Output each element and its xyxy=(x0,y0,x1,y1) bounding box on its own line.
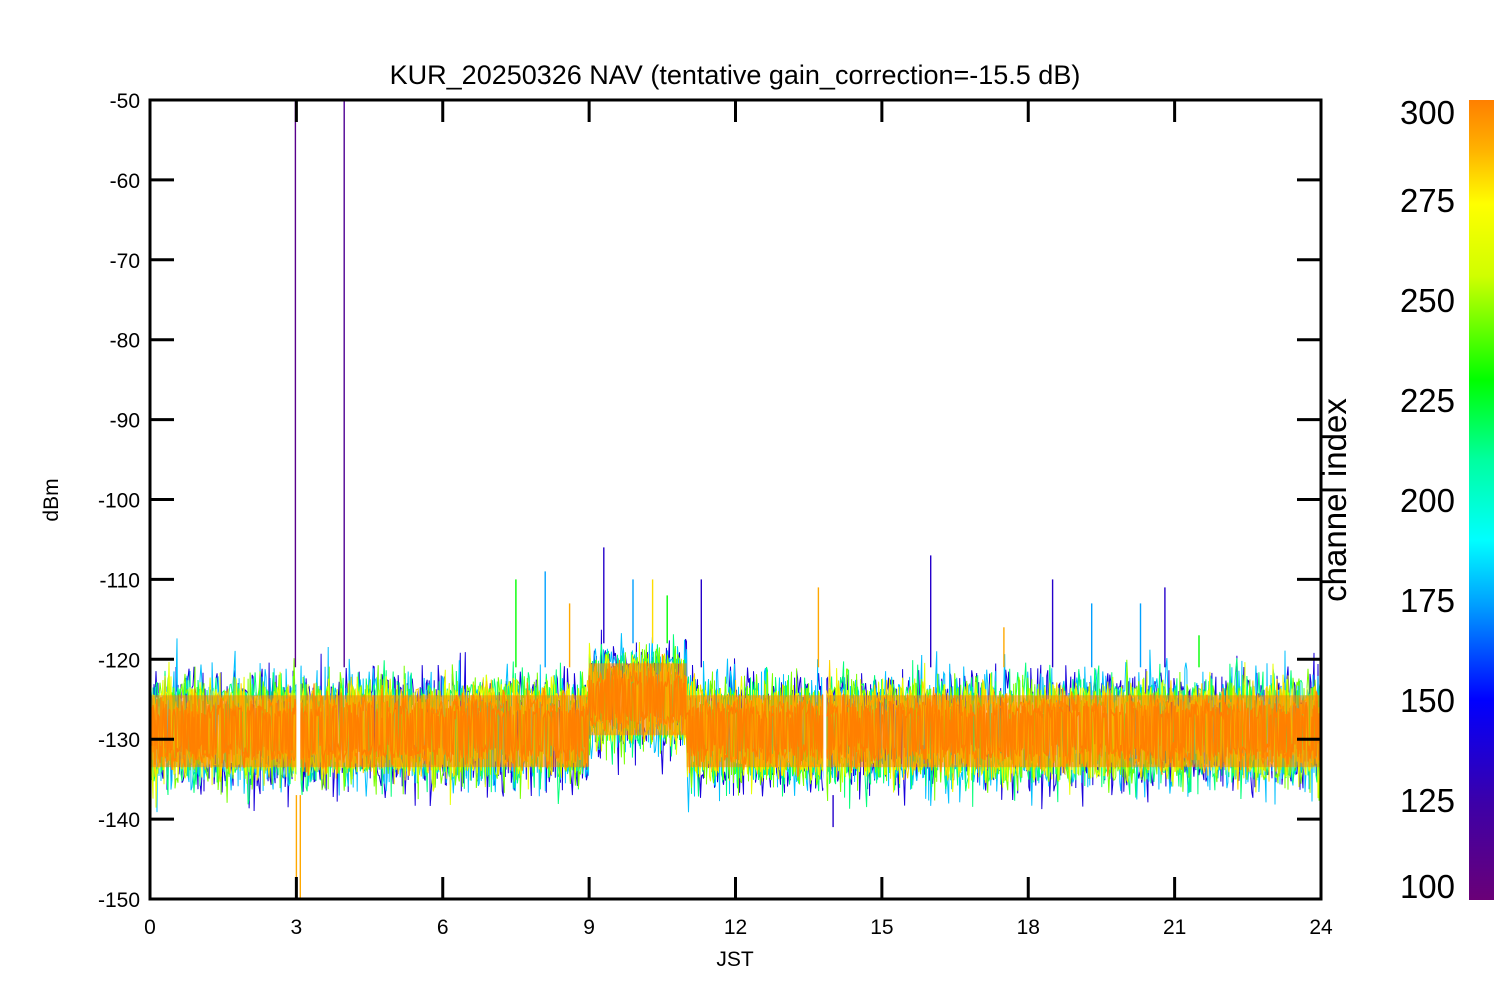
x-tick-label: 21 xyxy=(1163,916,1186,939)
y-tick-label: -110 xyxy=(100,569,140,592)
y-tick-label: -150 xyxy=(98,889,140,912)
colorbar-label: channel index xyxy=(1316,398,1353,602)
y-tick-label: -120 xyxy=(98,649,140,672)
x-tick-label: 15 xyxy=(870,916,893,939)
data-gaps xyxy=(296,627,827,820)
data-gap xyxy=(296,627,301,820)
colorbar-tick-label: 100 xyxy=(1400,868,1455,905)
y-tick-label: -60 xyxy=(110,170,140,193)
data-gap xyxy=(823,627,827,820)
data-spikes xyxy=(294,100,1200,899)
colorbar xyxy=(1469,100,1494,900)
y-tick-label: -130 xyxy=(98,729,140,752)
x-tick-label: 12 xyxy=(724,916,747,939)
x-tick-label: 3 xyxy=(291,916,303,939)
colorbar-tick-label: 300 xyxy=(1400,94,1455,131)
x-tick-label: 9 xyxy=(583,916,595,939)
y-tick-label: -50 xyxy=(110,90,140,113)
colorbar-tick-label: 150 xyxy=(1400,682,1455,719)
x-tick-label: 0 xyxy=(144,916,156,939)
colorbar-tick-label: 275 xyxy=(1400,182,1455,219)
noise-core-band xyxy=(150,695,590,768)
x-axis: 0 3 6 9 12 15 18 21 24 xyxy=(144,100,1333,939)
y-tick-label: -70 xyxy=(110,250,140,273)
y-tick-label: -80 xyxy=(110,330,140,353)
data-traces xyxy=(150,629,1321,813)
x-tick-label: 24 xyxy=(1309,916,1333,939)
colorbar-ticks: 300 275 250 225 200 175 150 125 100 xyxy=(1400,94,1455,905)
y-axis-label: dBm xyxy=(40,478,63,521)
colorbar-tick-label: 250 xyxy=(1400,282,1455,319)
colorbar-tick-label: 200 xyxy=(1400,482,1455,519)
y-tick-label: -140 xyxy=(98,809,140,832)
noise-core-band xyxy=(686,695,1321,768)
y-tick-label: -90 xyxy=(110,410,140,433)
colorbar-tick-label: 175 xyxy=(1400,582,1455,619)
x-tick-label: 6 xyxy=(437,916,449,939)
y-axis: -50 -60 -70 -80 -90 -100 -110 -120 -130 -140 -150 xyxy=(98,90,1321,912)
noise-core-band xyxy=(589,663,687,736)
colorbar-tick-label: 225 xyxy=(1400,382,1455,419)
x-axis-label: JST xyxy=(716,948,754,971)
chart-title: KUR_20250326 NAV (tentative gain_correct… xyxy=(390,60,1081,90)
x-tick-label: 18 xyxy=(1017,916,1040,939)
y-tick-label: -100 xyxy=(98,490,140,513)
colorbar-tick-label: 125 xyxy=(1400,782,1455,819)
